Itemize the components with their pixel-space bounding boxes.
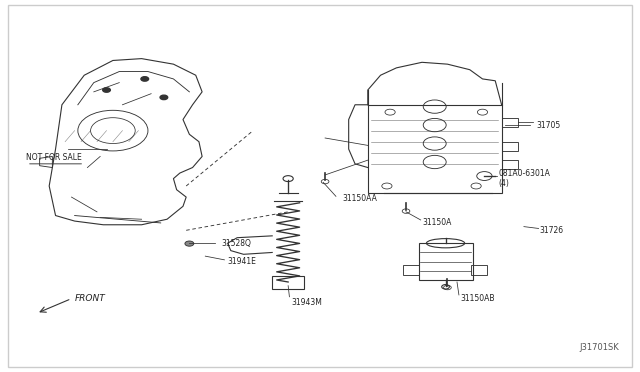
- Text: J31701SK: J31701SK: [580, 343, 620, 352]
- Text: FRONT: FRONT: [75, 294, 106, 303]
- Bar: [403, 265, 419, 275]
- Text: 31941E: 31941E: [228, 257, 257, 266]
- Bar: [272, 276, 304, 289]
- Text: 31528Q: 31528Q: [221, 239, 251, 248]
- Text: 31943M: 31943M: [291, 298, 322, 307]
- Text: NOT FOR SALE: NOT FOR SALE: [26, 153, 81, 162]
- Text: 31150AA: 31150AA: [342, 195, 377, 203]
- Circle shape: [141, 77, 148, 81]
- Text: 31150A: 31150A: [422, 218, 451, 227]
- Text: 31705: 31705: [537, 121, 561, 129]
- Bar: [502, 118, 518, 127]
- Circle shape: [160, 95, 168, 100]
- Circle shape: [102, 88, 110, 92]
- Bar: [502, 160, 518, 169]
- Bar: [471, 265, 487, 275]
- Text: 31726: 31726: [540, 226, 564, 235]
- Text: 31150AB: 31150AB: [460, 294, 495, 303]
- Text: 081A0-6301A
(4): 081A0-6301A (4): [499, 169, 550, 188]
- Bar: [502, 142, 518, 151]
- Circle shape: [185, 241, 194, 246]
